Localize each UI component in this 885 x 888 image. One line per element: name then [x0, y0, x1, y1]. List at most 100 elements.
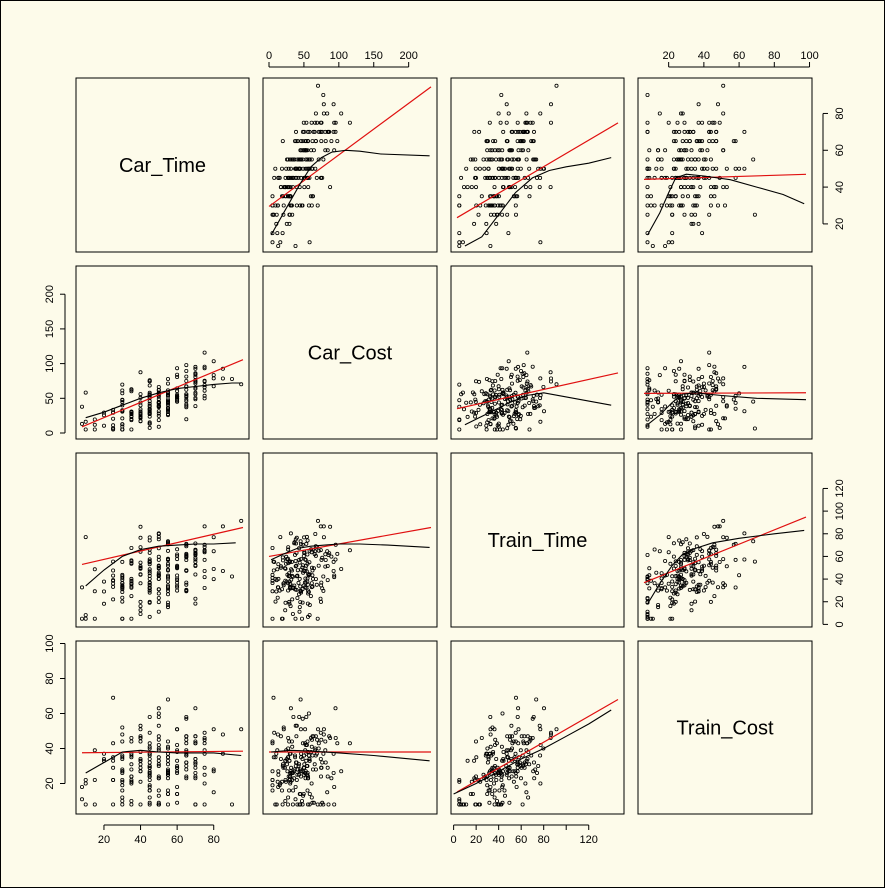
data-point [156, 788, 161, 793]
smooth-line-Car_Time-vs-Car_Cost [270, 149, 430, 236]
data-point [293, 785, 298, 790]
data-point [175, 576, 180, 581]
data-point [524, 373, 529, 378]
data-point [468, 400, 473, 405]
data-point [339, 769, 344, 774]
data-point [320, 129, 325, 134]
data-point [284, 221, 289, 226]
data-point [659, 410, 664, 415]
data-point [645, 129, 650, 134]
data-point [311, 129, 316, 134]
data-point [120, 788, 125, 793]
data-point [193, 548, 198, 553]
data-point [679, 427, 684, 432]
data-point [506, 748, 511, 753]
data-point [666, 240, 671, 245]
data-point [645, 157, 650, 162]
data-point [315, 802, 320, 807]
data-point [508, 148, 513, 153]
data-point [701, 381, 706, 386]
data-point [193, 596, 198, 601]
data-point [457, 797, 462, 802]
data-point [457, 779, 462, 784]
data-point [111, 765, 116, 770]
data-point [703, 573, 708, 578]
data-point [670, 203, 675, 208]
tick-label: 100 [330, 50, 348, 62]
data-point [184, 405, 189, 410]
data-point [473, 397, 478, 402]
data-point [92, 422, 97, 427]
data-point [299, 203, 304, 208]
data-point [309, 157, 314, 162]
data-point [657, 549, 662, 554]
data-point [129, 753, 134, 758]
data-point [485, 139, 490, 144]
data-point [270, 194, 275, 199]
data-point [686, 549, 691, 554]
data-point [147, 715, 152, 720]
data-point [707, 395, 712, 400]
data-point [319, 557, 324, 562]
data-point [693, 424, 698, 429]
data-point [323, 564, 328, 569]
data-point [666, 550, 671, 555]
data-point [289, 559, 294, 564]
data-point [184, 417, 189, 422]
data-point [147, 774, 152, 779]
data-point [202, 751, 207, 756]
data-point [645, 417, 650, 422]
data-point [184, 582, 189, 587]
data-point [481, 157, 486, 162]
data-point [707, 381, 712, 386]
data-point [494, 741, 499, 746]
data-point [707, 129, 712, 134]
data-point [502, 793, 507, 798]
data-point [671, 166, 676, 171]
tick-label: 20 [98, 834, 110, 846]
data-point [673, 379, 678, 384]
data-point [286, 166, 291, 171]
data-point [461, 407, 466, 412]
data-point [530, 364, 535, 369]
data-point [500, 769, 505, 774]
data-point [313, 553, 318, 558]
data-point [129, 409, 134, 414]
data-point [689, 148, 694, 153]
data-point [282, 566, 287, 571]
data-point [457, 203, 462, 208]
data-point [296, 175, 301, 180]
data-point [211, 373, 216, 378]
data-point [193, 404, 198, 409]
data-point [111, 695, 116, 700]
data-point [664, 588, 669, 593]
data-point [300, 600, 305, 605]
data-point [120, 755, 125, 760]
data-point [165, 802, 170, 807]
data-point [691, 203, 696, 208]
data-point [102, 757, 107, 762]
data-point [184, 580, 189, 585]
data-point [156, 734, 161, 739]
data-point [193, 572, 198, 577]
data-point [316, 746, 321, 751]
data-point [656, 588, 661, 593]
data-point [693, 556, 698, 561]
data-point [276, 243, 281, 248]
data-point [270, 616, 275, 621]
tick-label: 80 [208, 834, 220, 846]
data-point [528, 120, 533, 125]
data-point [663, 148, 668, 153]
data-point [505, 734, 510, 739]
data-point [270, 212, 275, 217]
data-point [80, 785, 85, 790]
data-point [339, 567, 344, 572]
data-point [492, 795, 497, 800]
data-point [509, 404, 514, 409]
data-point [477, 802, 482, 807]
tick-label: 60 [733, 50, 745, 62]
data-point [465, 758, 470, 763]
data-point [175, 583, 180, 588]
data-point [675, 573, 680, 578]
data-point [193, 564, 198, 569]
